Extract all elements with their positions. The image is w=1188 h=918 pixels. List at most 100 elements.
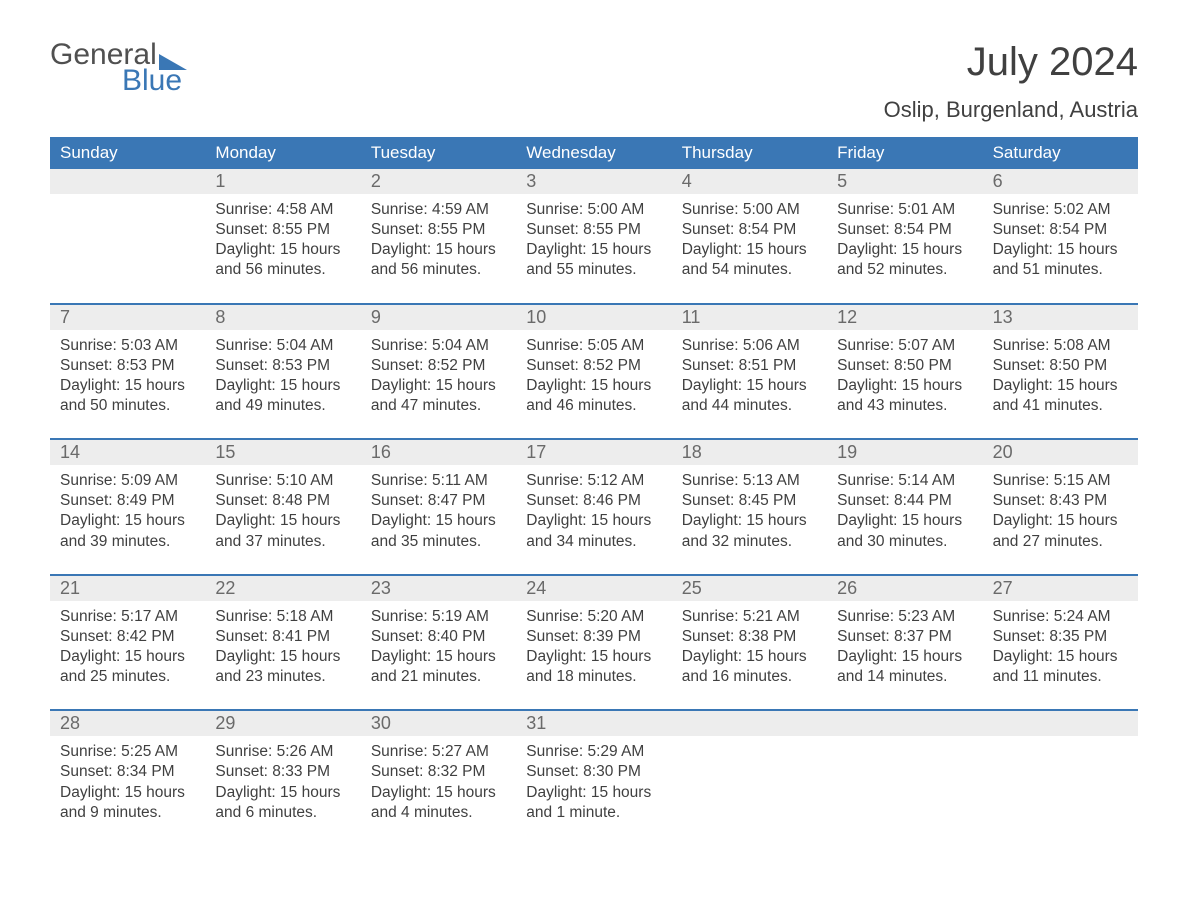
day-header: Thursday xyxy=(672,137,827,169)
sunset-text: Sunset: 8:39 PM xyxy=(526,627,661,647)
sunset-text: Sunset: 8:54 PM xyxy=(993,220,1128,240)
day-number xyxy=(50,169,205,194)
sunrise-text: Sunrise: 5:21 AM xyxy=(682,607,817,627)
sunset-text: Sunset: 8:47 PM xyxy=(371,491,506,511)
sunrise-text: Sunrise: 5:10 AM xyxy=(215,471,350,491)
sunrise-text: Sunrise: 5:24 AM xyxy=(993,607,1128,627)
sunset-text: Sunset: 8:53 PM xyxy=(60,356,195,376)
daylight-text: Daylight: 15 hours and 18 minutes. xyxy=(526,647,661,687)
sunrise-text: Sunrise: 5:04 AM xyxy=(215,336,350,356)
day-cell: Sunrise: 5:12 AMSunset: 8:46 PMDaylight:… xyxy=(516,465,671,556)
daylight-text: Daylight: 15 hours and 39 minutes. xyxy=(60,511,195,551)
daylight-text: Daylight: 15 hours and 4 minutes. xyxy=(371,783,506,823)
sunrise-text: Sunrise: 5:13 AM xyxy=(682,471,817,491)
day-number: 17 xyxy=(516,440,671,465)
sunset-text: Sunset: 8:55 PM xyxy=(371,220,506,240)
day-number: 9 xyxy=(361,305,516,330)
day-header: Tuesday xyxy=(361,137,516,169)
daylight-text: Daylight: 15 hours and 56 minutes. xyxy=(215,240,350,280)
day-cell: Sunrise: 5:07 AMSunset: 8:50 PMDaylight:… xyxy=(827,330,982,421)
sunrise-text: Sunrise: 5:06 AM xyxy=(682,336,817,356)
day-cell: Sunrise: 5:05 AMSunset: 8:52 PMDaylight:… xyxy=(516,330,671,421)
day-cell: Sunrise: 5:10 AMSunset: 8:48 PMDaylight:… xyxy=(205,465,360,556)
day-number: 26 xyxy=(827,576,982,601)
day-cell: Sunrise: 5:13 AMSunset: 8:45 PMDaylight:… xyxy=(672,465,827,556)
sunset-text: Sunset: 8:37 PM xyxy=(837,627,972,647)
day-number: 8 xyxy=(205,305,360,330)
daylight-text: Daylight: 15 hours and 27 minutes. xyxy=(993,511,1128,551)
day-cell xyxy=(827,736,982,827)
week-row: 78910111213Sunrise: 5:03 AMSunset: 8:53 … xyxy=(50,303,1138,421)
week-row: 28293031Sunrise: 5:25 AMSunset: 8:34 PMD… xyxy=(50,709,1138,827)
day-number: 24 xyxy=(516,576,671,601)
sunset-text: Sunset: 8:52 PM xyxy=(526,356,661,376)
day-number: 3 xyxy=(516,169,671,194)
daylight-text: Daylight: 15 hours and 46 minutes. xyxy=(526,376,661,416)
day-number: 2 xyxy=(361,169,516,194)
logo-word-blue: Blue xyxy=(122,66,187,96)
day-cell: Sunrise: 5:00 AMSunset: 8:55 PMDaylight:… xyxy=(516,194,671,285)
day-number: 20 xyxy=(983,440,1138,465)
sunrise-text: Sunrise: 5:00 AM xyxy=(682,200,817,220)
day-cell: Sunrise: 5:17 AMSunset: 8:42 PMDaylight:… xyxy=(50,601,205,692)
daylight-text: Daylight: 15 hours and 6 minutes. xyxy=(215,783,350,823)
day-cell xyxy=(50,194,205,285)
day-cell: Sunrise: 5:03 AMSunset: 8:53 PMDaylight:… xyxy=(50,330,205,421)
day-number: 19 xyxy=(827,440,982,465)
sunrise-text: Sunrise: 5:01 AM xyxy=(837,200,972,220)
sunrise-text: Sunrise: 5:00 AM xyxy=(526,200,661,220)
sunset-text: Sunset: 8:49 PM xyxy=(60,491,195,511)
day-cell: Sunrise: 5:20 AMSunset: 8:39 PMDaylight:… xyxy=(516,601,671,692)
sunset-text: Sunset: 8:55 PM xyxy=(215,220,350,240)
day-number: 5 xyxy=(827,169,982,194)
sunrise-text: Sunrise: 5:09 AM xyxy=(60,471,195,491)
day-number: 12 xyxy=(827,305,982,330)
sunrise-text: Sunrise: 5:11 AM xyxy=(371,471,506,491)
day-header-row: SundayMondayTuesdayWednesdayThursdayFrid… xyxy=(50,137,1138,169)
sunrise-text: Sunrise: 5:25 AM xyxy=(60,742,195,762)
sunrise-text: Sunrise: 5:17 AM xyxy=(60,607,195,627)
day-header: Monday xyxy=(205,137,360,169)
sunset-text: Sunset: 8:55 PM xyxy=(526,220,661,240)
title-block: July 2024 Oslip, Burgenland, Austria xyxy=(884,40,1138,123)
day-number xyxy=(983,711,1138,736)
day-cell: Sunrise: 5:04 AMSunset: 8:53 PMDaylight:… xyxy=(205,330,360,421)
day-number: 15 xyxy=(205,440,360,465)
sunset-text: Sunset: 8:41 PM xyxy=(215,627,350,647)
sunset-text: Sunset: 8:50 PM xyxy=(993,356,1128,376)
week-row: 21222324252627Sunrise: 5:17 AMSunset: 8:… xyxy=(50,574,1138,692)
sunset-text: Sunset: 8:46 PM xyxy=(526,491,661,511)
sunset-text: Sunset: 8:32 PM xyxy=(371,762,506,782)
day-number: 25 xyxy=(672,576,827,601)
day-cell: Sunrise: 5:01 AMSunset: 8:54 PMDaylight:… xyxy=(827,194,982,285)
day-number: 14 xyxy=(50,440,205,465)
day-cell xyxy=(983,736,1138,827)
sunset-text: Sunset: 8:35 PM xyxy=(993,627,1128,647)
day-cell: Sunrise: 5:27 AMSunset: 8:32 PMDaylight:… xyxy=(361,736,516,827)
daylight-text: Daylight: 15 hours and 47 minutes. xyxy=(371,376,506,416)
daylight-text: Daylight: 15 hours and 41 minutes. xyxy=(993,376,1128,416)
day-number: 10 xyxy=(516,305,671,330)
sunrise-text: Sunrise: 5:07 AM xyxy=(837,336,972,356)
daylight-text: Daylight: 15 hours and 52 minutes. xyxy=(837,240,972,280)
month-title: July 2024 xyxy=(884,40,1138,85)
sunrise-text: Sunrise: 4:58 AM xyxy=(215,200,350,220)
daylight-text: Daylight: 15 hours and 30 minutes. xyxy=(837,511,972,551)
daylight-text: Daylight: 15 hours and 1 minute. xyxy=(526,783,661,823)
day-number: 13 xyxy=(983,305,1138,330)
sunset-text: Sunset: 8:53 PM xyxy=(215,356,350,376)
day-number: 27 xyxy=(983,576,1138,601)
sunrise-text: Sunrise: 5:14 AM xyxy=(837,471,972,491)
day-number: 4 xyxy=(672,169,827,194)
daylight-text: Daylight: 15 hours and 50 minutes. xyxy=(60,376,195,416)
daylight-text: Daylight: 15 hours and 21 minutes. xyxy=(371,647,506,687)
day-cell: Sunrise: 5:23 AMSunset: 8:37 PMDaylight:… xyxy=(827,601,982,692)
daylight-text: Daylight: 15 hours and 32 minutes. xyxy=(682,511,817,551)
week-row: 123456Sunrise: 4:58 AMSunset: 8:55 PMDay… xyxy=(50,169,1138,285)
sunrise-text: Sunrise: 5:19 AM xyxy=(371,607,506,627)
day-cell xyxy=(672,736,827,827)
day-number: 28 xyxy=(50,711,205,736)
sunrise-text: Sunrise: 4:59 AM xyxy=(371,200,506,220)
daynum-row: 28293031 xyxy=(50,711,1138,736)
daynum-row: 14151617181920 xyxy=(50,440,1138,465)
